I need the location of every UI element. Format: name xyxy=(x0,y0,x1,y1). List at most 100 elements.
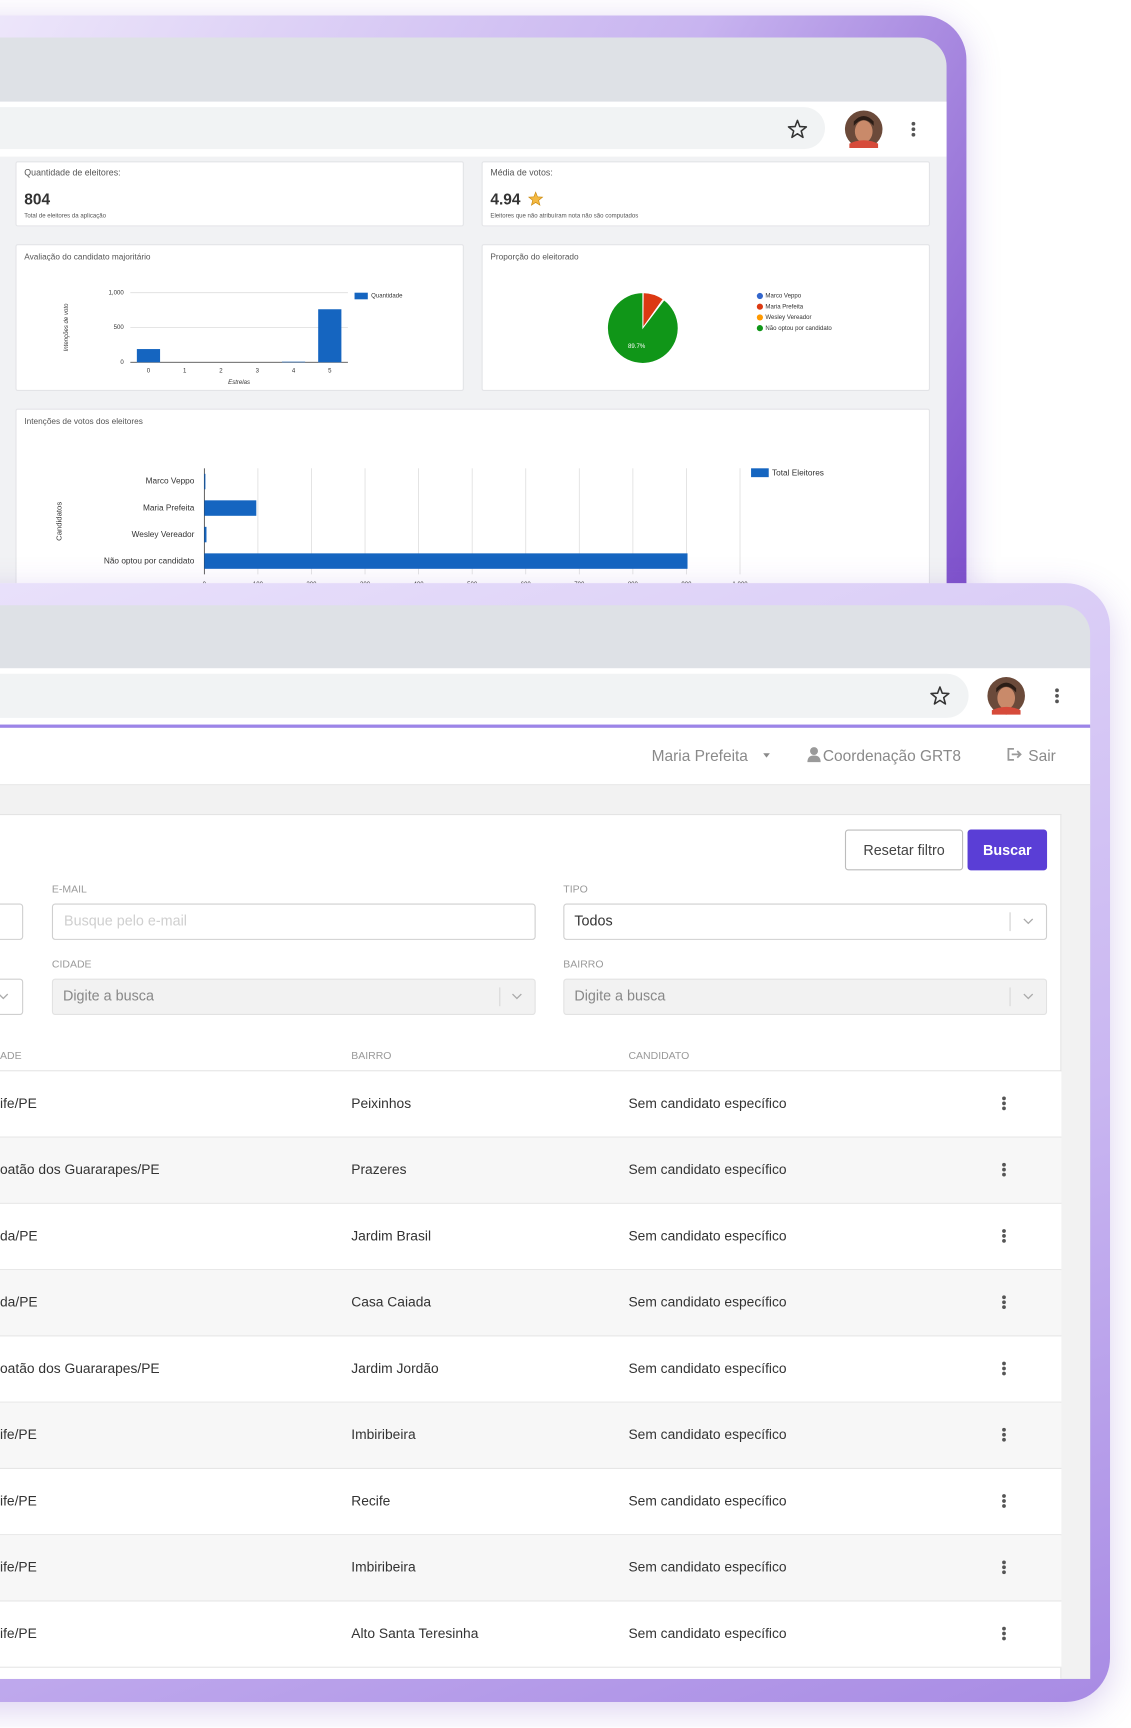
row-menu[interactable] xyxy=(1000,1623,1009,1645)
y-axis-label: Candidatos xyxy=(55,502,64,541)
chevron xyxy=(512,993,522,1000)
table-cell: Sem candidato específico xyxy=(628,1228,787,1244)
table-cell: Casa Caiada xyxy=(351,1294,432,1310)
x-axis-label: Estrelas xyxy=(228,380,250,386)
stat-note: Eleitores que não atribuíram nota não sã… xyxy=(490,213,639,220)
input[interactable] xyxy=(51,978,536,1016)
dot xyxy=(1002,1239,1006,1243)
y-tick-label: Maria Prefeita xyxy=(143,503,195,512)
stat-note: Total de eleitores da aplicação xyxy=(24,213,107,220)
chevron xyxy=(1023,918,1034,925)
row-menu[interactable] xyxy=(1000,1092,1009,1114)
dot xyxy=(1002,1427,1006,1432)
legend-swatch xyxy=(756,314,763,321)
nav-logout[interactable]: Sair xyxy=(1028,746,1056,765)
table-row xyxy=(0,1137,1062,1204)
dot xyxy=(1002,1300,1006,1305)
avatar-face xyxy=(854,120,873,143)
table-cell: da/PE xyxy=(0,1294,38,1310)
bar xyxy=(281,361,306,363)
chevron xyxy=(0,993,9,1000)
bookmark-star[interactable] xyxy=(930,686,950,706)
reset-button[interactable]: Resetar filtro xyxy=(844,829,964,871)
bar xyxy=(136,349,161,363)
dot xyxy=(1002,1167,1006,1172)
table-cell: Sem candidato específico xyxy=(628,1427,787,1443)
table-row xyxy=(0,1601,1062,1668)
row-menu[interactable] xyxy=(1000,1357,1009,1379)
y-tick-label: Wesley Vereador xyxy=(132,530,195,539)
nav-user[interactable]: Maria Prefeita xyxy=(651,746,748,765)
dot xyxy=(1002,1494,1006,1498)
input[interactable] xyxy=(563,978,1048,1016)
bar xyxy=(318,309,342,363)
input[interactable] xyxy=(0,978,24,1016)
legend-swatch xyxy=(756,292,763,300)
dot xyxy=(1055,699,1059,704)
bar xyxy=(204,473,206,490)
dot xyxy=(1002,1162,1006,1167)
menu-button[interactable] xyxy=(909,118,918,140)
omnibox[interactable] xyxy=(0,673,969,718)
menu-button[interactable] xyxy=(1053,685,1062,707)
table-row xyxy=(0,1336,1062,1403)
logout-icon xyxy=(1007,747,1022,761)
bar xyxy=(204,500,257,516)
dot xyxy=(1002,1565,1006,1570)
table-cell: Prazeres xyxy=(351,1161,407,1178)
legend-label: Marco Veppo xyxy=(765,294,801,300)
rating-star xyxy=(527,191,544,206)
chevron-line xyxy=(512,993,522,1000)
input[interactable] xyxy=(51,903,536,940)
avatar[interactable] xyxy=(987,677,1025,715)
chevron-line xyxy=(0,993,9,1000)
dot xyxy=(1002,1631,1006,1636)
row-menu[interactable] xyxy=(1000,1556,1009,1578)
nav-org[interactable]: Coordenação GRT8 xyxy=(822,746,961,765)
table-cell: Sem candidato específico xyxy=(628,1294,787,1310)
legend-label: Maria Prefeita xyxy=(765,304,803,310)
placeholder: Digite a busca xyxy=(62,987,154,1004)
row-menu[interactable] xyxy=(1000,1490,1009,1512)
dot xyxy=(1002,1499,1006,1503)
dot xyxy=(1002,1437,1006,1442)
placeholder: Busque pelo e-mail xyxy=(64,912,187,929)
row-menu[interactable] xyxy=(1000,1225,1009,1247)
charts: Avaliação do candidato majoritário 0 500 1,… xyxy=(24,253,832,588)
table-cell: oatão dos Guararapes/PE xyxy=(0,1161,160,1178)
navbar xyxy=(0,727,1091,786)
dot xyxy=(1002,1366,1006,1371)
legend-swatch xyxy=(756,303,763,310)
omnibox[interactable] xyxy=(0,107,826,150)
card xyxy=(15,244,464,391)
dot xyxy=(1002,1504,1006,1508)
dot xyxy=(1055,688,1059,693)
table-cell: da/PE xyxy=(0,1228,38,1244)
chart-title: Avaliação do candidato majoritário xyxy=(24,253,151,262)
table-cell: Imbiribeira xyxy=(351,1559,416,1576)
search-button[interactable]: Buscar xyxy=(967,829,1048,871)
bookmark-star[interactable] xyxy=(787,119,808,139)
y-tick-label: Não optou por candidato xyxy=(104,556,195,565)
legend-swatch xyxy=(751,468,769,478)
card xyxy=(15,161,464,227)
dot xyxy=(1002,1172,1006,1177)
row-menu[interactable] xyxy=(1000,1159,1009,1181)
stat-label: Quantidade de eleitores: xyxy=(24,167,121,178)
dot xyxy=(1002,1229,1006,1233)
y-tick-label: 0 xyxy=(120,360,124,366)
row-menu[interactable] xyxy=(1000,1424,1009,1446)
y-axis-label: Intenções de voto xyxy=(64,303,70,351)
input[interactable] xyxy=(0,903,24,940)
row-menu[interactable] xyxy=(1000,1291,1009,1313)
dot xyxy=(1002,1305,1006,1310)
table-cell: Jardim Jordão xyxy=(351,1360,439,1377)
avatar[interactable] xyxy=(844,110,883,149)
table-row xyxy=(0,1071,1062,1138)
input[interactable] xyxy=(563,903,1048,940)
star xyxy=(527,191,544,206)
field-label: TIPO xyxy=(563,883,588,896)
legend-swatch xyxy=(354,292,368,300)
chart-title: Proporção do eleitorado xyxy=(490,253,579,262)
